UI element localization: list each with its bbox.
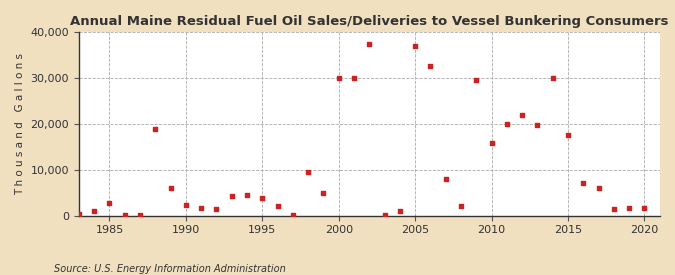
Title: Annual Maine Residual Fuel Oil Sales/Deliveries to Vessel Bunkering Consumers: Annual Maine Residual Fuel Oil Sales/Del… bbox=[70, 15, 668, 28]
Point bbox=[440, 177, 451, 181]
Y-axis label: T h o u s a n d   G a l l o n s: T h o u s a n d G a l l o n s bbox=[15, 53, 25, 195]
Point bbox=[394, 209, 405, 214]
Point bbox=[547, 76, 558, 80]
Point bbox=[119, 213, 130, 217]
Point bbox=[562, 133, 573, 138]
Point bbox=[257, 196, 268, 200]
Point bbox=[516, 112, 527, 117]
Point bbox=[196, 205, 207, 210]
Point bbox=[180, 203, 191, 207]
Point bbox=[502, 122, 512, 127]
Point bbox=[593, 186, 604, 190]
Point bbox=[364, 42, 375, 46]
Point bbox=[410, 43, 421, 48]
Point bbox=[104, 201, 115, 205]
Point bbox=[471, 78, 482, 82]
Point bbox=[425, 64, 436, 68]
Point bbox=[318, 191, 329, 195]
Point bbox=[379, 212, 390, 217]
Point bbox=[272, 204, 283, 208]
Point bbox=[333, 76, 344, 80]
Point bbox=[486, 140, 497, 145]
Point bbox=[348, 76, 359, 80]
Point bbox=[532, 122, 543, 127]
Point bbox=[608, 207, 619, 211]
Point bbox=[242, 193, 252, 197]
Point bbox=[639, 206, 650, 210]
Point bbox=[74, 212, 84, 216]
Point bbox=[150, 127, 161, 131]
Text: Source: U.S. Energy Information Administration: Source: U.S. Energy Information Administ… bbox=[54, 264, 286, 274]
Point bbox=[578, 181, 589, 185]
Point bbox=[211, 207, 222, 211]
Point bbox=[134, 213, 145, 217]
Point bbox=[89, 209, 100, 214]
Point bbox=[226, 194, 237, 199]
Point bbox=[456, 204, 466, 208]
Point bbox=[288, 213, 298, 217]
Point bbox=[624, 205, 634, 210]
Point bbox=[165, 186, 176, 190]
Point bbox=[303, 170, 314, 174]
